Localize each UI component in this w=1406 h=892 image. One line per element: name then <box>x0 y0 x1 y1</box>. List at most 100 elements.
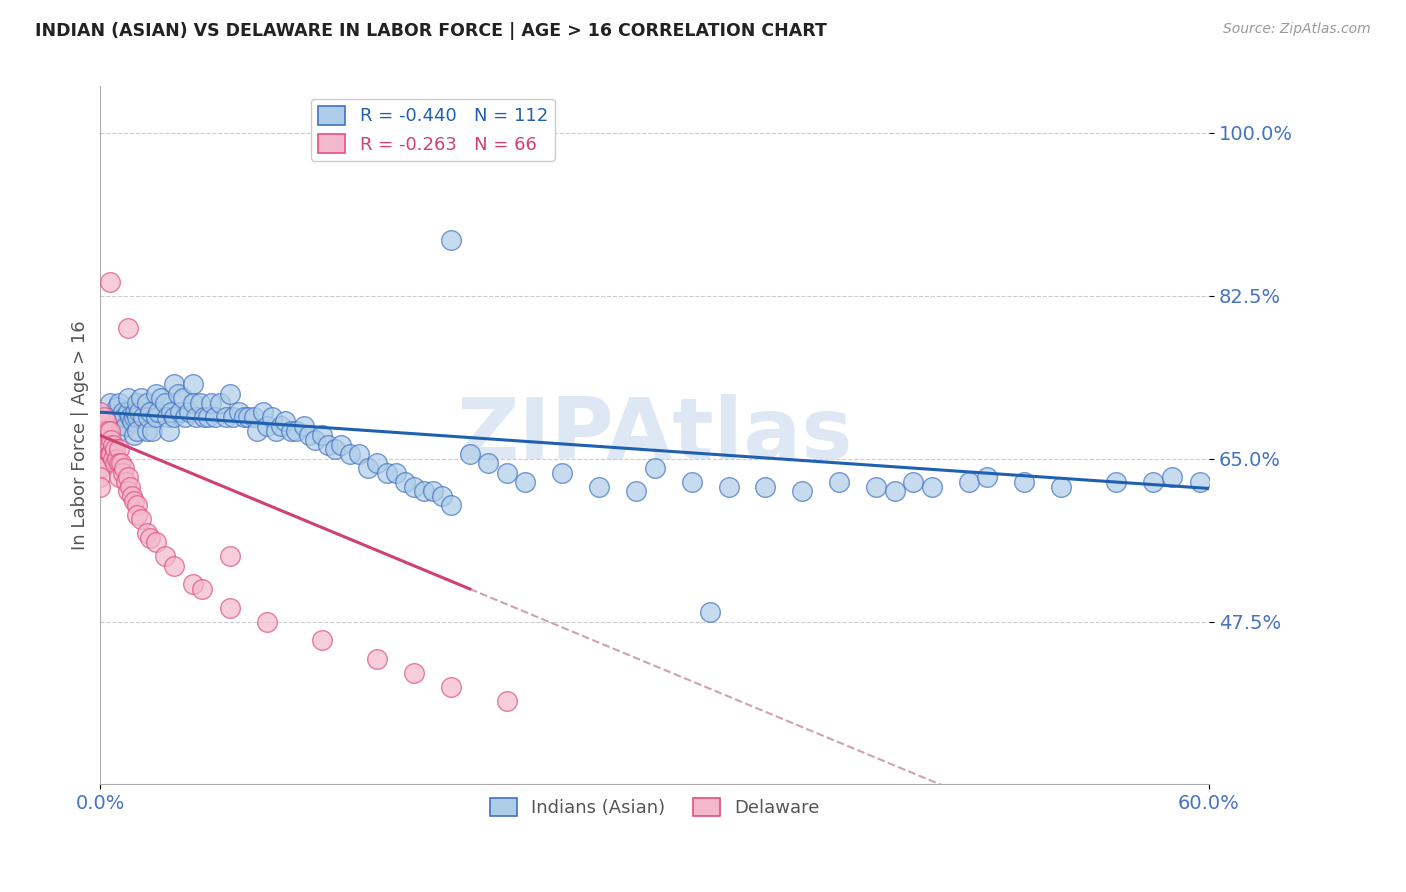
Point <box>169 405 191 419</box>
Point <box>118 480 141 494</box>
Point <box>167 386 190 401</box>
Point <box>754 480 776 494</box>
Point <box>280 424 302 438</box>
Point <box>699 605 721 619</box>
Point <box>145 409 167 424</box>
Point <box>111 405 134 419</box>
Point <box>242 409 264 424</box>
Point <box>104 442 127 457</box>
Point <box>163 377 186 392</box>
Point <box>366 652 388 666</box>
Point <box>366 456 388 470</box>
Point <box>921 480 943 494</box>
Point <box>495 466 517 480</box>
Point <box>122 409 145 424</box>
Point <box>181 396 204 410</box>
Point <box>153 396 176 410</box>
Point <box>181 377 204 392</box>
Point <box>104 456 127 470</box>
Point <box>156 409 179 424</box>
Point <box>129 512 152 526</box>
Point <box>865 480 887 494</box>
Point <box>145 535 167 549</box>
Point <box>135 396 157 410</box>
Point <box>191 582 214 596</box>
Point <box>218 386 240 401</box>
Point <box>108 470 131 484</box>
Point <box>1105 475 1128 489</box>
Point <box>200 396 222 410</box>
Point <box>98 396 121 410</box>
Point <box>89 451 111 466</box>
Point <box>105 401 128 415</box>
Point <box>551 466 574 480</box>
Text: INDIAN (ASIAN) VS DELAWARE IN LABOR FORCE | AGE > 16 CORRELATION CHART: INDIAN (ASIAN) VS DELAWARE IN LABOR FORC… <box>35 22 827 40</box>
Point <box>1188 475 1211 489</box>
Point <box>124 405 146 419</box>
Point <box>588 480 610 494</box>
Point <box>115 419 138 434</box>
Point <box>153 549 176 564</box>
Point <box>197 409 219 424</box>
Point <box>304 433 326 447</box>
Point <box>1012 475 1035 489</box>
Point <box>98 438 121 452</box>
Point <box>976 470 998 484</box>
Text: Source: ZipAtlas.com: Source: ZipAtlas.com <box>1223 22 1371 37</box>
Point <box>139 531 162 545</box>
Point <box>404 480 426 494</box>
Point <box>233 409 256 424</box>
Point <box>264 424 287 438</box>
Point <box>108 396 131 410</box>
Point <box>292 419 315 434</box>
Point <box>624 484 647 499</box>
Point <box>108 442 131 457</box>
Point <box>385 466 408 480</box>
Point <box>100 433 122 447</box>
Point <box>110 456 132 470</box>
Point <box>108 409 131 424</box>
Y-axis label: In Labor Force | Age > 16: In Labor Force | Age > 16 <box>72 320 89 550</box>
Point <box>357 461 380 475</box>
Point <box>347 447 370 461</box>
Point <box>132 409 155 424</box>
Point <box>112 461 135 475</box>
Point <box>228 405 250 419</box>
Point <box>141 424 163 438</box>
Point <box>121 489 143 503</box>
Point <box>89 414 111 428</box>
Point <box>98 275 121 289</box>
Point <box>316 438 339 452</box>
Point <box>903 475 925 489</box>
Point <box>404 665 426 680</box>
Point <box>329 438 352 452</box>
Point <box>274 414 297 428</box>
Point <box>98 424 121 438</box>
Point <box>135 424 157 438</box>
Point <box>262 409 284 424</box>
Point <box>285 424 308 438</box>
Point <box>139 405 162 419</box>
Point <box>422 484 444 499</box>
Point <box>103 451 125 466</box>
Point <box>204 409 226 424</box>
Point <box>94 442 117 457</box>
Point <box>186 409 208 424</box>
Point <box>375 466 398 480</box>
Point <box>108 456 131 470</box>
Point <box>138 409 160 424</box>
Point <box>89 461 111 475</box>
Point <box>163 409 186 424</box>
Point <box>215 409 238 424</box>
Point <box>115 475 138 489</box>
Point <box>97 438 120 452</box>
Point <box>117 405 139 419</box>
Point <box>458 447 481 461</box>
Point <box>883 484 905 499</box>
Point <box>311 428 333 442</box>
Point <box>127 498 149 512</box>
Point <box>150 391 173 405</box>
Point <box>108 424 131 438</box>
Point <box>103 409 125 424</box>
Point <box>122 493 145 508</box>
